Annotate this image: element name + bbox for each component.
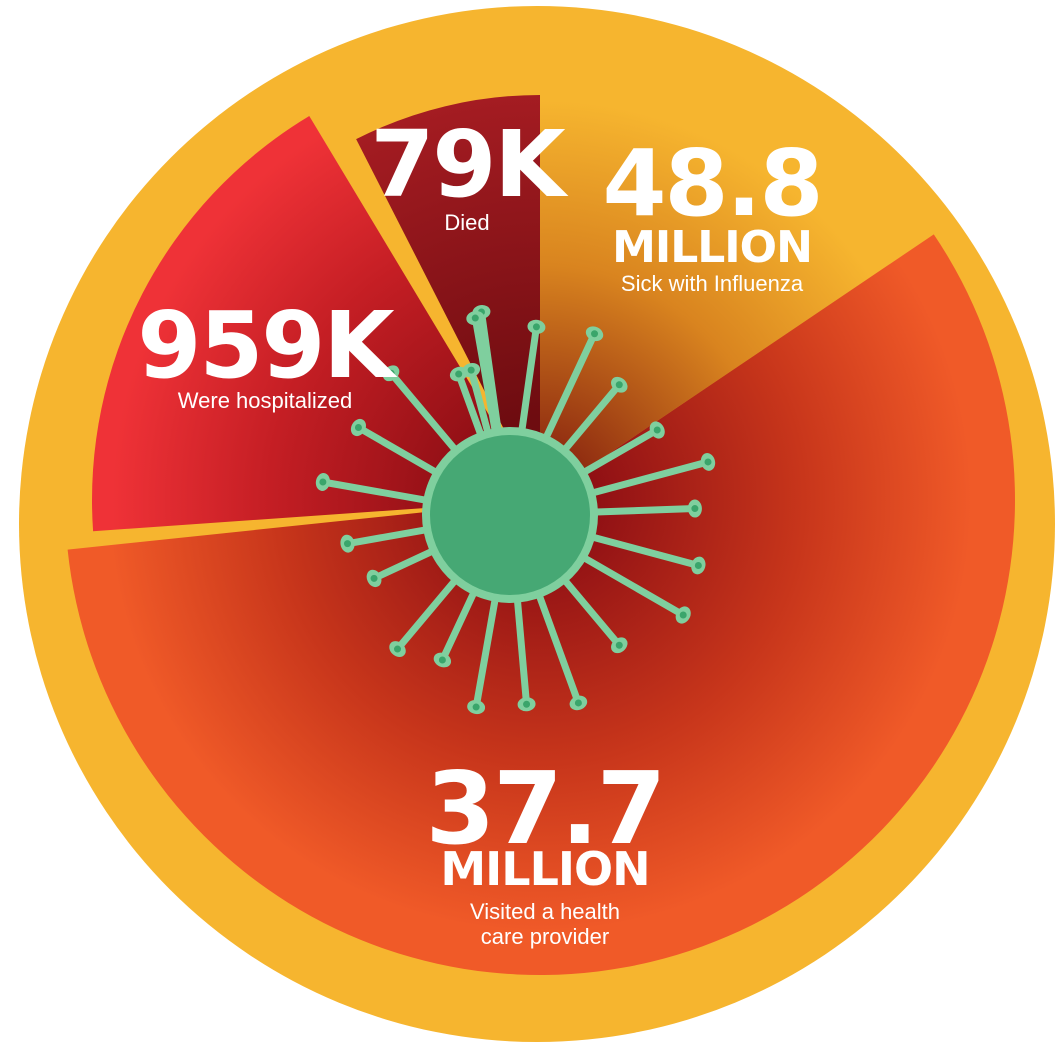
died-value: 79K	[370, 111, 569, 218]
virus-tip-dot	[473, 704, 480, 711]
hospitalized-value: 959K	[137, 292, 398, 399]
virus-tip-dot	[575, 699, 582, 706]
sick-label: Sick with Influenza	[621, 271, 804, 296]
page: {"segments": [ {"value": "79K", "label":…	[0, 0, 1057, 1045]
virus-tip-dot	[616, 381, 623, 388]
visited-unit: MILLION	[440, 842, 649, 896]
virus-tip-dot	[455, 371, 462, 378]
virus-tip-dot	[616, 642, 623, 649]
virus-tip-dot	[705, 458, 712, 465]
hospitalized-label: Were hospitalized	[178, 388, 352, 413]
visited-label-line: Visited a health	[470, 899, 620, 924]
virus-tip-dot	[472, 315, 479, 322]
virus-body	[430, 435, 590, 595]
sick-value: 48.8	[603, 130, 822, 237]
died-label: Died	[444, 210, 489, 235]
virus-tip-dot	[355, 424, 362, 431]
virus-tip-dot	[691, 505, 698, 512]
virus-tip-dot	[394, 646, 401, 653]
virus-tip-dot	[468, 367, 475, 374]
virus-tip-dot	[680, 612, 687, 619]
virus-tip-dot	[319, 479, 326, 486]
virus-tip-dot	[523, 701, 530, 708]
virus-tip-dot	[591, 330, 598, 337]
virus-tip-dot	[344, 540, 351, 547]
virus-tip-dot	[695, 562, 702, 569]
virus-tip-dot	[654, 427, 661, 434]
visited-label-line: care provider	[481, 924, 609, 949]
infographic: 79K Died 48.8 MILLION Sick with Influenz…	[0, 0, 1057, 1045]
virus-tip-dot	[439, 657, 446, 664]
sick-unit: MILLION	[612, 222, 812, 273]
virus-tip-dot	[533, 323, 540, 330]
virus-tip-dot	[371, 575, 378, 582]
